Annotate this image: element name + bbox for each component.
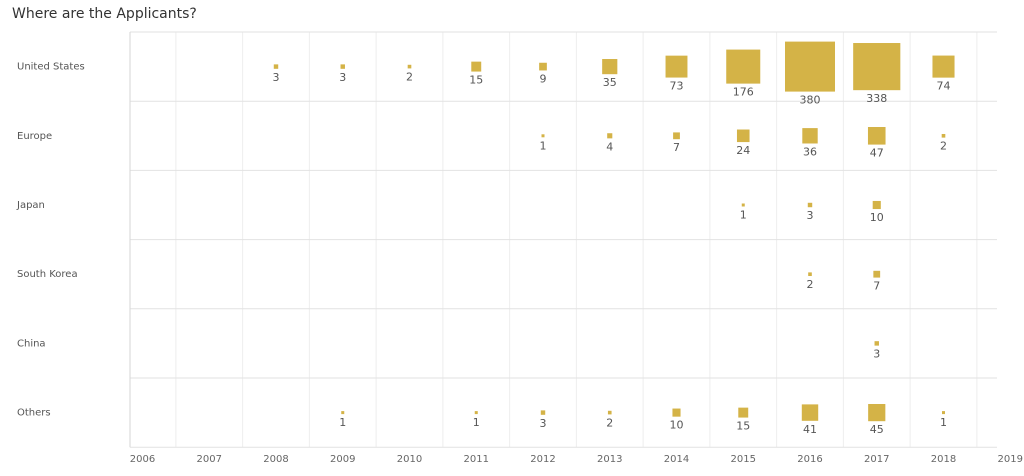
data-point-square — [471, 61, 482, 72]
row-label: Europe — [17, 131, 52, 142]
data-label: 1 — [339, 416, 346, 429]
data-point-square — [873, 270, 881, 278]
x-tick-label: 2014 — [664, 454, 689, 465]
data-point-square — [540, 410, 546, 415]
x-tick-label: 2012 — [530, 454, 555, 465]
data-label: 47 — [870, 147, 884, 160]
data-label: 338 — [866, 92, 887, 105]
data-label: 2 — [940, 140, 947, 153]
data-label: 1 — [540, 139, 547, 152]
row-label: Japan — [16, 200, 45, 211]
data-label: 35 — [603, 76, 617, 89]
data-label: 9 — [540, 72, 547, 85]
data-label: 2 — [606, 416, 613, 429]
x-tick-label: 2017 — [864, 454, 889, 465]
data-label: 3 — [873, 348, 880, 361]
data-point-square — [872, 200, 881, 210]
data-point-square — [801, 404, 819, 421]
data-label: 3 — [540, 417, 547, 430]
data-point-square — [942, 411, 945, 415]
data-label: 15 — [736, 420, 750, 433]
data-label: 45 — [870, 423, 884, 436]
data-point-square — [340, 64, 345, 69]
data-point-square — [407, 64, 412, 69]
x-tick-label: 2016 — [797, 454, 822, 465]
data-label: 3 — [273, 71, 280, 84]
data-point-square — [808, 272, 812, 277]
data-point-square — [807, 202, 813, 208]
data-label: 73 — [670, 80, 684, 93]
data-label: 380 — [800, 94, 821, 107]
row-label: China — [17, 338, 46, 349]
x-tick-label: 2010 — [397, 454, 422, 465]
data-point-square — [853, 43, 901, 91]
data-point-square — [738, 407, 749, 418]
data-label: 15 — [469, 74, 483, 87]
data-point-square — [785, 41, 835, 92]
data-label: 41 — [803, 423, 817, 436]
data-point-square — [867, 127, 886, 145]
data-label: 7 — [673, 141, 680, 154]
data-label: 10 — [670, 419, 684, 432]
data-label: 1 — [473, 416, 480, 429]
row-label: United States — [17, 62, 85, 73]
data-label: 24 — [736, 144, 750, 157]
x-tick-label: 2019 — [998, 454, 1023, 465]
x-tick-label: 2015 — [731, 454, 756, 465]
data-label: 36 — [803, 145, 817, 158]
x-tick-label: 2007 — [197, 454, 222, 465]
data-label: 2 — [807, 278, 814, 291]
x-tick-label: 2009 — [330, 454, 355, 465]
data-point-square — [868, 403, 886, 422]
data-label: 1 — [940, 416, 947, 429]
data-label: 3 — [339, 71, 346, 84]
data-point-square — [941, 133, 946, 138]
chart-title: Where are the Applicants? — [12, 6, 197, 22]
data-label: 4 — [606, 140, 613, 153]
data-point-square — [665, 55, 688, 78]
data-point-square — [874, 341, 879, 346]
data-point-square — [726, 49, 761, 84]
data-label: 7 — [873, 280, 880, 293]
data-point-square — [741, 203, 745, 207]
data-label: 10 — [870, 211, 884, 224]
data-label: 2 — [406, 70, 413, 83]
x-tick-label: 2013 — [597, 454, 622, 465]
x-tick-label: 2006 — [130, 454, 155, 465]
data-point-square — [802, 128, 818, 144]
data-label: 3 — [807, 209, 814, 222]
data-point-square — [541, 134, 545, 138]
data-point-square — [273, 64, 279, 69]
data-point-square — [474, 411, 478, 415]
data-point-square — [341, 411, 345, 415]
data-point-square — [932, 55, 955, 78]
data-point-square — [607, 410, 612, 415]
data-point-square — [602, 59, 618, 75]
data-point-square — [736, 129, 750, 143]
data-point-square — [672, 408, 681, 417]
data-label: 74 — [937, 80, 951, 93]
data-label: 1 — [740, 209, 747, 222]
x-tick-label: 2008 — [263, 454, 288, 465]
data-point-square — [673, 132, 680, 140]
x-tick-label: 2011 — [464, 454, 489, 465]
data-point-square — [607, 133, 613, 139]
row-label: South Korea — [17, 269, 78, 280]
row-label: Others — [17, 408, 51, 419]
x-tick-label: 2018 — [931, 454, 956, 465]
data-label: 176 — [733, 86, 754, 99]
data-point-square — [539, 62, 547, 71]
